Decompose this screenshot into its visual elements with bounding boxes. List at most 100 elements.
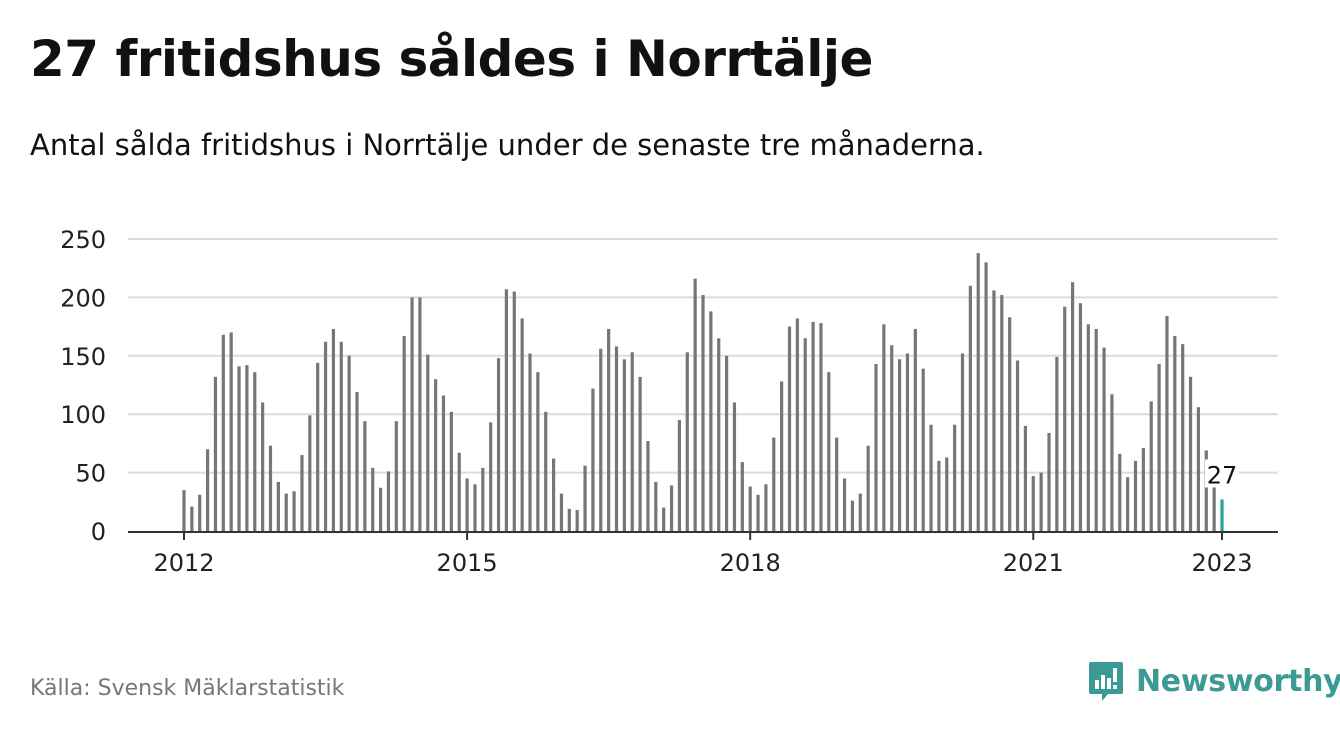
bar: [481, 467, 485, 531]
bar: [1039, 472, 1043, 531]
bar: [449, 411, 453, 531]
bar: [418, 297, 422, 531]
bar: [717, 338, 721, 531]
bar: [190, 506, 194, 531]
bar: [1126, 477, 1130, 531]
bar: [567, 508, 571, 531]
bar: [1102, 347, 1106, 531]
bar: [945, 457, 949, 531]
bar: [292, 491, 296, 531]
y-tick-label: 0: [91, 518, 106, 546]
newsworthy-logo-icon: [1089, 662, 1123, 701]
bar: [316, 362, 320, 531]
bar: [536, 372, 540, 531]
bar: [284, 493, 288, 531]
bar: [528, 353, 532, 531]
bar: [473, 484, 477, 531]
bar: [929, 424, 933, 531]
bar: [339, 341, 343, 531]
bar: [1063, 306, 1067, 531]
bar: [968, 285, 972, 531]
bar: [709, 311, 713, 531]
bar: [355, 392, 359, 531]
bar: [512, 291, 516, 531]
bar: [1110, 394, 1114, 531]
bar: [434, 379, 438, 531]
bar: [1165, 316, 1169, 531]
y-tick-label: 250: [60, 226, 106, 254]
bar: [457, 452, 461, 531]
bar: [685, 352, 689, 531]
bar: [1173, 335, 1177, 531]
last-value-annotation: 27: [1205, 459, 1239, 489]
bar: [496, 358, 501, 531]
bar: [1000, 295, 1004, 531]
bar: [504, 289, 509, 531]
bar: [1181, 344, 1185, 531]
x-axis-ticks: 2012 2015 2018 2021 2023: [153, 532, 1253, 577]
bar: [1094, 328, 1098, 531]
bar: [787, 326, 792, 531]
bar: [489, 422, 493, 531]
bar: [205, 449, 210, 531]
bar: [803, 338, 807, 531]
bar: [858, 493, 862, 531]
bar: [984, 262, 988, 531]
bar: [559, 493, 564, 531]
bar: [300, 455, 304, 531]
source-note: Källa: Svensk Mäklarstatistik: [30, 676, 345, 701]
bar: [575, 509, 579, 531]
bar: [622, 359, 626, 531]
bar: [866, 445, 870, 531]
bar: [371, 467, 375, 531]
bar: [756, 494, 760, 531]
bar: [780, 381, 784, 531]
bar: [331, 328, 336, 531]
bar: [607, 328, 611, 531]
bar: [599, 348, 603, 531]
bar: [835, 437, 839, 531]
bar: [237, 366, 241, 531]
bar: [198, 494, 202, 531]
bar: [441, 395, 446, 531]
bar-highlight: [1220, 499, 1224, 531]
bar: [764, 484, 768, 531]
annotation-label: 27: [1207, 461, 1238, 489]
bar: [583, 465, 587, 531]
bar: [544, 411, 548, 531]
y-axis-tick-labels: 0 50 100 150 200 250: [60, 226, 106, 546]
bar: [410, 297, 414, 531]
bar: [905, 353, 910, 531]
bar-chart: 0 50 100 150 200 250 2012 2015 2018 2021 2023 27: [60, 226, 1278, 577]
bar: [693, 278, 697, 531]
bar: [1078, 303, 1083, 531]
bar: [520, 318, 524, 531]
y-tick-label: 200: [60, 284, 106, 312]
bar: [253, 372, 257, 531]
bar: [402, 335, 406, 531]
bar: [819, 323, 823, 531]
bar: [1008, 317, 1012, 531]
bar: [913, 328, 917, 531]
bar: [921, 368, 925, 531]
bar: [1157, 363, 1161, 531]
bar: [1047, 432, 1051, 531]
y-tick-label: 100: [60, 401, 106, 429]
bar: [1149, 401, 1153, 531]
bar: [890, 345, 894, 531]
bars: [182, 253, 1224, 532]
bar: [1118, 453, 1122, 531]
bar: [229, 332, 233, 531]
bar: [1204, 450, 1208, 531]
bar: [276, 481, 280, 531]
bar: [960, 353, 965, 531]
bar: [363, 421, 367, 531]
chart-subtitle: Antal sålda fritidshus i Norrtälje under…: [30, 128, 985, 162]
bar: [882, 324, 886, 531]
bar: [1212, 486, 1216, 531]
bar: [221, 334, 225, 531]
bar: [308, 415, 312, 531]
brand-logo[interactable]: Newsworthy: [1088, 660, 1340, 702]
annotation-background: [1205, 459, 1239, 488]
bar: [378, 487, 383, 531]
